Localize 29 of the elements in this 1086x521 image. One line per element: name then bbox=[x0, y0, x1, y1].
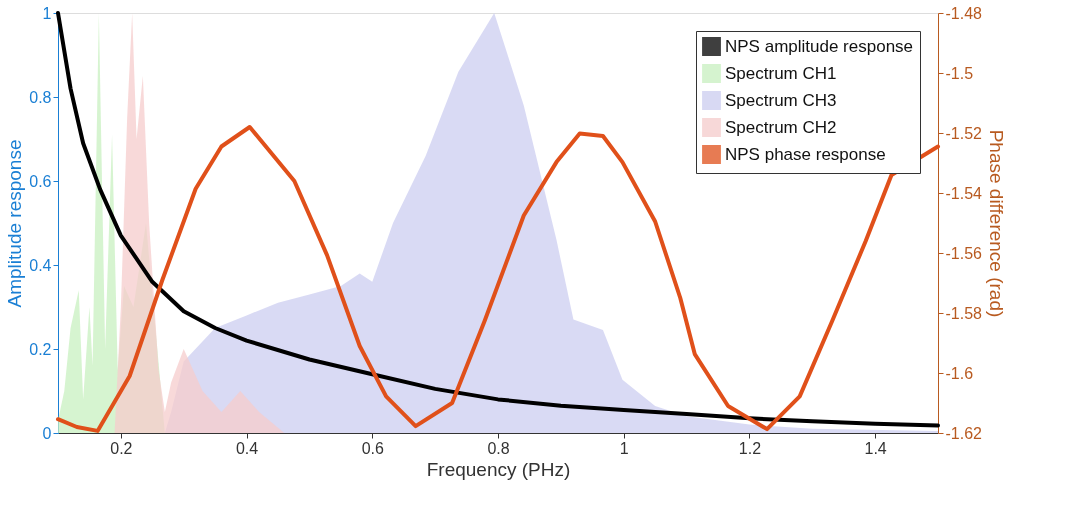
y-tick-label: 0 bbox=[42, 424, 52, 442]
y2-tick-label: -1.54 bbox=[945, 184, 983, 202]
y-tick-label: 1 bbox=[42, 4, 52, 22]
y-axis-title: Amplitude response bbox=[4, 139, 26, 308]
y2-tick-label: -1.6 bbox=[945, 364, 974, 382]
legend-label: Spectrum CH1 bbox=[725, 63, 837, 83]
y-tick-label: 0.8 bbox=[29, 88, 52, 106]
y-tick-label: 0.4 bbox=[29, 256, 52, 274]
y2-tick-label: -1.48 bbox=[945, 4, 983, 22]
y2-tick-label: -1.5 bbox=[945, 64, 974, 82]
legend-label: Spectrum CH2 bbox=[725, 117, 837, 137]
x-tick-label: 0.4 bbox=[235, 439, 259, 457]
x-tick-label: 1.2 bbox=[738, 439, 762, 457]
x-axis-title: Frequency (PHz) bbox=[426, 458, 571, 480]
x-tick-label: 1 bbox=[619, 439, 629, 457]
x-tick-label: 0.2 bbox=[110, 439, 133, 457]
y2-axis-title: Phase difference (rad) bbox=[985, 129, 1007, 318]
y-tick-label: 0.2 bbox=[29, 340, 52, 358]
y-tick-label: 0.6 bbox=[29, 172, 52, 190]
legend-label: Spectrum CH3 bbox=[725, 90, 837, 110]
y2-tick-label: -1.56 bbox=[945, 244, 983, 262]
x-tick-label: 1.4 bbox=[864, 439, 887, 457]
y2-tick-label: -1.58 bbox=[945, 304, 983, 322]
legend-label: NPS phase response bbox=[725, 144, 886, 164]
x-tick-label: 0.6 bbox=[361, 439, 384, 457]
x-tick-label: 0.8 bbox=[487, 439, 510, 457]
legend-label: NPS amplitude response bbox=[725, 36, 914, 56]
y2-tick-label: -1.52 bbox=[945, 124, 983, 142]
y2-tick-label: -1.62 bbox=[945, 424, 983, 442]
